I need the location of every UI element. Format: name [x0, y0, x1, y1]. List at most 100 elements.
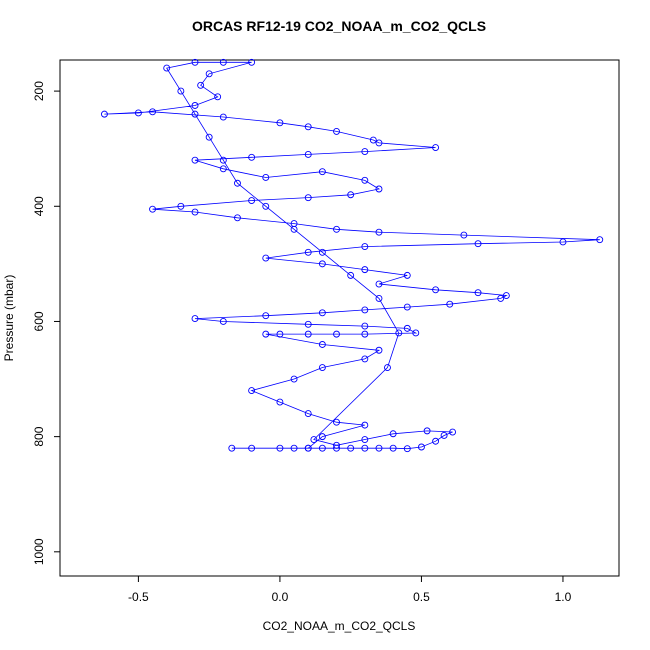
- data-point: [219, 113, 227, 121]
- data-point: [432, 437, 440, 445]
- data-point: [375, 185, 383, 193]
- data-point: [318, 444, 326, 452]
- data-point: [262, 312, 270, 320]
- data-point: [219, 58, 227, 66]
- data-point: [191, 208, 199, 216]
- data-point: [290, 444, 298, 452]
- data-point: [149, 108, 157, 116]
- data-point: [361, 322, 369, 330]
- data-point: [219, 165, 227, 173]
- data-point: [191, 58, 199, 66]
- data-point: [248, 387, 256, 395]
- data-point: [205, 133, 213, 141]
- data-point: [318, 433, 326, 441]
- data-point: [375, 294, 383, 302]
- data-point: [304, 123, 312, 131]
- data-point: [375, 280, 383, 288]
- data-point: [163, 64, 171, 72]
- data-point: [276, 398, 284, 406]
- data-point: [276, 444, 284, 452]
- data-point: [347, 191, 355, 199]
- data-point: [474, 240, 482, 248]
- data-point: [177, 87, 185, 95]
- data-point: [262, 254, 270, 262]
- data-point: [375, 444, 383, 452]
- data-point: [417, 443, 425, 451]
- data-point: [248, 58, 256, 66]
- data-point: [248, 153, 256, 161]
- data-point: [432, 286, 440, 294]
- data-point: [100, 110, 108, 118]
- data-point: [333, 330, 340, 338]
- y-tick-label: 800: [32, 426, 46, 446]
- data-point: [191, 156, 199, 164]
- data-point: [423, 427, 431, 435]
- data-point: [304, 194, 312, 202]
- chart-title: ORCAS RF12-19 CO2_NOAA_m_CO2_QCLS: [192, 18, 486, 34]
- data-point: [214, 93, 222, 101]
- data-point: [318, 309, 326, 317]
- data-line: [104, 61, 600, 450]
- y-tick-label: 200: [32, 81, 46, 101]
- data-point: [596, 236, 604, 244]
- data-point: [361, 243, 369, 251]
- data-point: [497, 294, 505, 302]
- data-point: [502, 292, 510, 299]
- data-point: [318, 168, 326, 176]
- data-point: [361, 266, 369, 274]
- data-point: [333, 127, 340, 135]
- y-axis-label: Pressure (mbar): [2, 275, 16, 362]
- data-point: [234, 179, 241, 187]
- data-point: [375, 346, 383, 354]
- data-point: [290, 375, 298, 383]
- data-point: [290, 220, 298, 228]
- data-point: [304, 410, 312, 418]
- data-point: [304, 320, 312, 328]
- data-point: [440, 432, 448, 439]
- x-tick-label: -0.5: [128, 590, 149, 604]
- data-point: [304, 444, 312, 452]
- data-point: [304, 330, 312, 338]
- data-point: [347, 271, 355, 279]
- data-point: [403, 324, 411, 332]
- data-point: [333, 441, 340, 449]
- data-point: [248, 197, 256, 204]
- data-point: [234, 214, 241, 222]
- data-point: [403, 271, 411, 279]
- data-point: [219, 156, 227, 164]
- x-axis-label: CO2_NOAA_m_CO2_QCLS: [263, 619, 416, 633]
- data-point: [197, 81, 205, 89]
- data-point: [318, 341, 326, 348]
- data-point: [361, 444, 369, 452]
- plot-frame: [59, 59, 620, 577]
- data-point: [403, 303, 411, 311]
- data-point: [228, 444, 236, 452]
- data-point: [333, 418, 340, 426]
- data-point: [460, 231, 468, 239]
- data-point: [375, 228, 383, 236]
- data-point: [191, 315, 199, 323]
- data-point: [318, 364, 326, 371]
- data-point: [149, 205, 157, 213]
- data-point: [304, 150, 312, 158]
- data-point: [412, 329, 420, 337]
- data-point: [361, 436, 369, 443]
- data-point: [248, 444, 256, 452]
- x-tick-label: 0.0: [272, 590, 289, 604]
- data-point: [369, 136, 377, 144]
- data-point: [449, 428, 457, 436]
- data-point: [446, 300, 454, 308]
- data-point: [205, 70, 213, 78]
- x-tick-label: 0.5: [413, 590, 430, 604]
- y-tick-label: 600: [32, 311, 46, 331]
- data-point: [262, 330, 270, 338]
- data-point: [389, 430, 397, 438]
- data-point: [395, 329, 403, 337]
- data-point: [361, 421, 369, 429]
- data-point: [333, 444, 340, 452]
- x-tick-label: 1.0: [555, 590, 572, 604]
- data-point: [262, 174, 270, 181]
- data-point: [318, 248, 326, 256]
- data-point: [191, 110, 199, 118]
